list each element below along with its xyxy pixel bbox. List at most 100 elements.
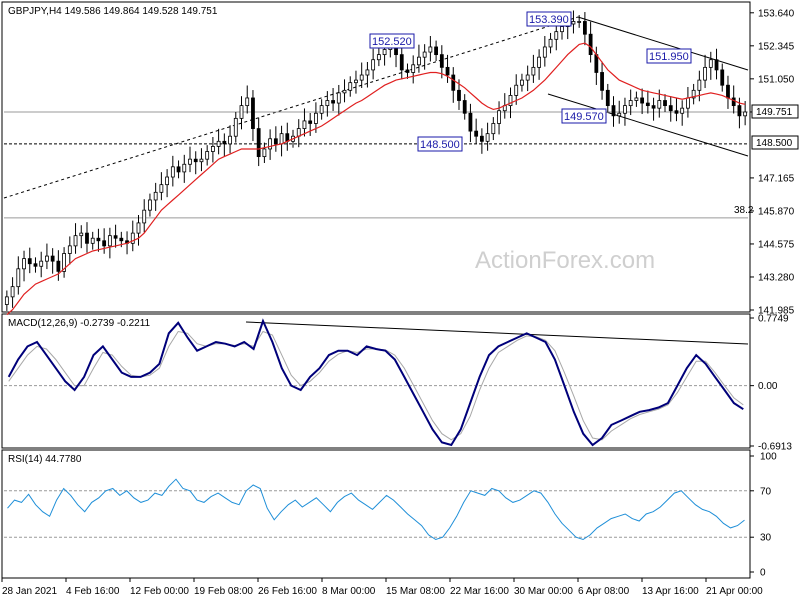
candle-body <box>176 166 181 173</box>
callout-153390: 153.390 <box>526 11 572 27</box>
macd-series <box>4 318 749 447</box>
macd-tick-label: 0.00 <box>758 381 778 392</box>
candle-body <box>588 33 593 56</box>
candle-body <box>193 158 198 163</box>
candle-body <box>405 69 410 73</box>
candle-body <box>33 263 38 267</box>
candle-body <box>663 100 667 107</box>
candle-body <box>222 140 227 145</box>
svg-text:152.520: 152.520 <box>372 36 412 48</box>
channel-upper-line <box>577 16 749 71</box>
candle-body <box>256 128 261 158</box>
candle-body <box>45 255 49 262</box>
price-tick-label: 147.165 <box>758 173 795 184</box>
candle-body <box>308 120 313 124</box>
candle-body <box>594 54 599 73</box>
svg-text:148.500: 148.500 <box>420 139 460 151</box>
candle-body <box>296 128 301 137</box>
candle-body <box>228 135 232 145</box>
candle-body <box>537 56 542 68</box>
candle-body <box>542 46 547 58</box>
candle-body <box>628 100 633 107</box>
candle-body <box>107 235 112 247</box>
candle-body <box>205 151 210 160</box>
candle-body <box>605 89 610 107</box>
candle-body <box>657 100 662 109</box>
candle-body <box>245 97 250 107</box>
svg-text:153.390: 153.390 <box>529 14 569 26</box>
callout-152520: 152.520 <box>369 33 415 49</box>
candle-body <box>365 69 370 76</box>
moving-average-line <box>6 42 746 316</box>
x-tick-label: 22 Mar 16:00 <box>450 586 509 597</box>
macd-panel-frame <box>1 313 751 449</box>
candle-body <box>611 105 616 117</box>
x-tick-label: 15 Mar 08:00 <box>386 586 445 597</box>
candle-body <box>382 49 387 56</box>
rsi-tick-label: 30 <box>760 533 772 544</box>
svg-text:149.570: 149.570 <box>564 111 604 123</box>
current-price-label: 149.751 <box>751 104 799 119</box>
callout-149570: 149.570 <box>561 108 607 124</box>
svg-text:149.751: 149.751 <box>756 107 793 118</box>
price-tick-label: 144.575 <box>758 239 795 250</box>
rsi-tick-label: 70 <box>760 486 772 497</box>
candle-body <box>159 184 164 193</box>
candle-body <box>457 89 461 101</box>
candle-body <box>422 51 427 58</box>
candle-body <box>474 130 479 137</box>
candle-body <box>680 107 685 114</box>
candle-body <box>348 82 353 91</box>
candle-body <box>525 74 530 81</box>
x-tick-label: 30 Mar 00:00 <box>514 586 573 597</box>
candle-body <box>10 286 15 298</box>
candle-body <box>182 163 187 173</box>
x-tick-label: 4 Feb 16:00 <box>66 586 120 597</box>
candle-body <box>285 133 290 142</box>
candle-body <box>686 97 690 109</box>
candle-body <box>4 296 9 305</box>
candle-body <box>170 166 175 178</box>
candle-body <box>668 105 673 112</box>
candle-body <box>22 258 26 270</box>
candle-body <box>479 135 484 142</box>
candle-body <box>142 209 147 224</box>
candle-body <box>691 89 696 99</box>
candle-body <box>743 111 748 117</box>
candle-body <box>371 59 376 71</box>
candle-body <box>731 97 736 107</box>
macd-tick-label: -0.6913 <box>758 442 792 453</box>
candle-body <box>577 21 582 23</box>
candle-body <box>600 72 604 91</box>
candle-body <box>27 258 32 265</box>
candle-body <box>67 245 72 254</box>
macd-title: MACD(12,26,9) -0.2739 -0.2211 <box>8 318 151 329</box>
candle-body <box>560 26 564 33</box>
candle-body <box>50 255 55 262</box>
candle-body <box>56 260 61 272</box>
candle-body <box>279 133 284 145</box>
candle-body <box>548 38 553 48</box>
candle-body <box>434 46 438 56</box>
candle-body <box>62 253 66 272</box>
x-tick-label: 19 Feb 08:00 <box>194 586 253 597</box>
candle-body <box>199 158 204 163</box>
candle-body <box>571 21 576 25</box>
candle-body <box>331 100 335 104</box>
candle-body <box>411 64 416 73</box>
price-panel-frame <box>1 1 751 313</box>
candle-body <box>354 79 358 84</box>
macd-divergence-line <box>245 321 749 345</box>
rsi-tick-label: 100 <box>760 452 777 463</box>
candle-body <box>726 84 730 99</box>
x-tick-label: 8 Mar 00:00 <box>322 586 376 597</box>
candle-body <box>90 237 95 244</box>
candle-body <box>262 148 267 158</box>
candle-body <box>165 176 170 186</box>
candle-body <box>485 133 490 142</box>
candle-body <box>674 110 679 114</box>
price-tick-label: 145.870 <box>758 206 795 217</box>
candle-body <box>216 140 221 147</box>
watermark: ActionForex.com <box>475 247 655 274</box>
